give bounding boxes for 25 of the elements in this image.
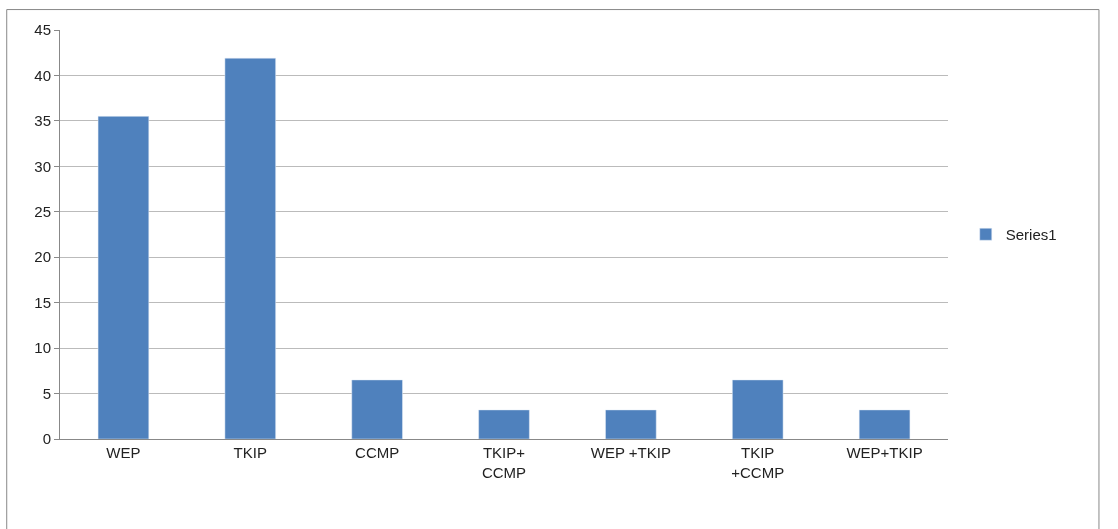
bar	[97, 116, 150, 439]
x-tick-label: TKIP	[233, 444, 267, 461]
bar	[478, 409, 530, 439]
legend-label: Series1	[1005, 226, 1057, 244]
y-tick-label: 30	[34, 157, 51, 175]
y-tick-label: 0	[42, 430, 51, 448]
y-tick-label: 35	[34, 112, 51, 130]
y-tick-label: 20	[34, 248, 51, 266]
bar	[224, 57, 276, 439]
bar	[351, 379, 403, 439]
x-tick-label: WEP+TKIP	[846, 444, 923, 461]
x-tick-label: WEP +TKIP	[590, 444, 671, 461]
bar	[732, 379, 784, 439]
x-tick-label: WEP	[106, 444, 141, 461]
y-tick-label: 15	[34, 293, 51, 311]
y-tick-label: 45	[34, 21, 51, 39]
x-tick-label: TKIP +CCMP	[731, 444, 785, 481]
y-tick-label: 10	[34, 339, 51, 357]
x-tick-label: CCMP	[355, 444, 400, 461]
y-tick-label: 40	[34, 66, 51, 84]
y-tick-label: 5	[42, 384, 51, 402]
x-tick-label: TKIP+ CCMP	[481, 444, 527, 481]
bar	[605, 409, 657, 439]
y-tick-label: 25	[34, 203, 51, 221]
bar	[858, 409, 911, 439]
